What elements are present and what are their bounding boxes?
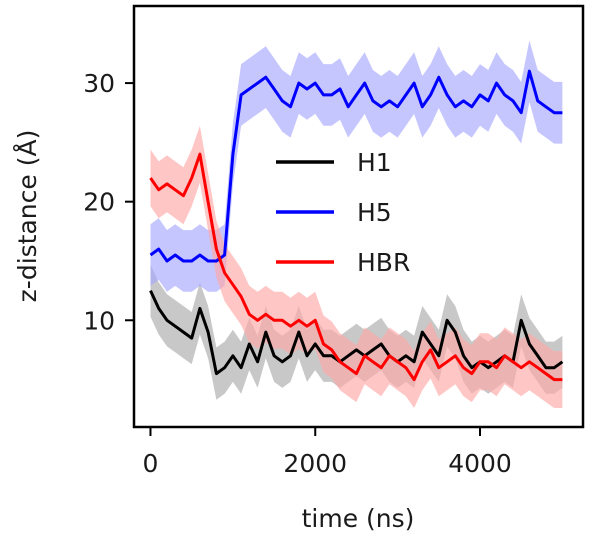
y-axis-label: z-distance (Å)	[13, 130, 42, 303]
x-axis-ticks: 0 2000 4000	[143, 427, 512, 478]
x-tick-label: 2000	[283, 449, 347, 478]
x-tick-label: 0	[143, 449, 159, 478]
series-line-h1	[149, 289, 564, 376]
legend-label-h5: H5	[357, 198, 392, 227]
legend: H1 H5 HBR	[276, 148, 410, 277]
legend-label-h1: H1	[357, 148, 392, 177]
y-tick-label: 10	[83, 306, 115, 335]
y-axis-ticks: 10 20 30	[83, 69, 134, 335]
plot-frame	[132, 4, 585, 429]
x-axis-label: time (ns)	[302, 504, 415, 533]
series-line-hbr	[149, 152, 563, 382]
series-lines	[149, 69, 564, 382]
band-hbr	[150, 125, 563, 409]
y-tick-label: 20	[83, 188, 115, 217]
y-tick-label: 30	[83, 69, 115, 98]
x-tick-label: 4000	[448, 449, 512, 478]
legend-label-hbr: HBR	[357, 248, 410, 277]
